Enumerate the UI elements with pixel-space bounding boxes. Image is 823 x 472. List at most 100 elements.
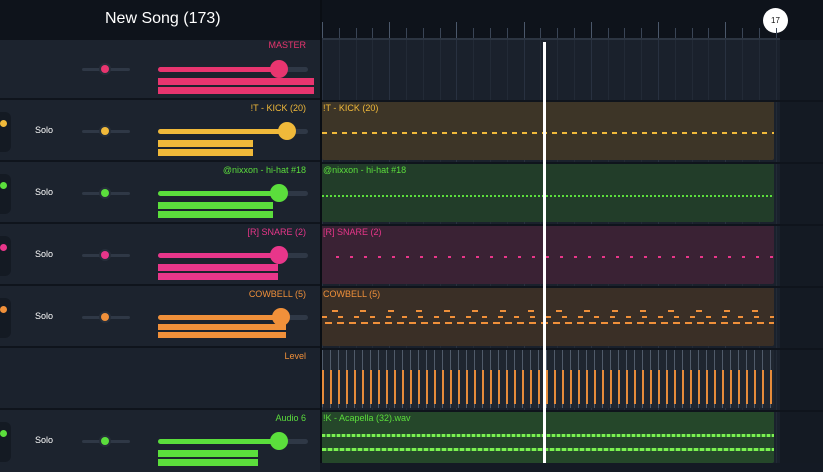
ruler-tick [624,28,626,38]
ruler-tick [389,22,391,38]
arrangement-timeline[interactable]: !T - KICK (20) @nixxon - hi-hat #18 [R] … [322,40,780,463]
volume-knob-snare[interactable] [270,246,288,264]
row-separator [322,410,823,412]
region-snare[interactable]: [R] SNARE (2) [322,224,774,284]
level-meter-kick [158,140,253,147]
cowbell-pattern-2 [322,316,774,318]
pan-knob-cowbell[interactable] [99,311,111,323]
region-label-hihat: @nixxon - hi-hat #18 [323,165,407,175]
region-audio-6[interactable]: !K - Acapella (32).wav [322,410,774,463]
track-name-audio-6: Audio 6 [275,413,306,423]
track-name-cowbell: COWBELL (5) [248,289,306,299]
solo-button-kick[interactable]: Solo [35,125,54,135]
track-handle[interactable] [0,298,11,338]
ruler-tick [523,22,525,38]
ruler-tick [641,28,643,38]
song-title[interactable]: New Song (173) [105,10,221,27]
ruler-tick [506,28,508,38]
region-label-kick: !T - KICK (20) [323,103,379,113]
level-automation-spikes [322,370,774,404]
audio-waveform-bottom [322,448,774,451]
region-label-audio-6: !K - Acapella (32).wav [323,413,411,423]
pan-knob-kick[interactable] [99,125,111,137]
track-handle[interactable] [0,236,11,276]
volume-knob-audio-6[interactable] [270,432,288,450]
region-level-automation[interactable] [322,348,774,408]
region-cowbell[interactable]: COWBELL (5) [322,286,774,346]
grid-line [775,40,777,463]
track-name-kick: !T - KICK (20) [250,103,306,113]
volume-knob-master[interactable] [270,60,288,78]
pan-dot [101,251,109,259]
ruler-tick [590,22,592,38]
region-label-snare: [R] SNARE (2) [323,227,382,237]
region-label-cowbell: COWBELL (5) [323,289,381,299]
row-separator [322,286,823,288]
mixer-panel: MASTER !T - KICK (20) Solo @nixxon - hi-… [0,40,321,472]
volume-fill [158,315,278,320]
pan-dot [101,313,109,321]
level-meter-kick-2 [158,149,253,156]
right-empty-area [780,40,823,463]
solo-button-snare[interactable]: Solo [35,249,54,259]
track-name-hihat: @nixxon - hi-hat #18 [222,165,306,175]
level-meter-hihat [158,202,273,209]
volume-slider-hihat[interactable] [158,191,308,196]
ruler-tick [540,28,542,38]
track-name-master: MASTER [268,40,306,50]
solo-button-hihat[interactable]: Solo [35,187,54,197]
level-meter-cowbell-2 [158,332,286,338]
playhead[interactable] [543,42,546,463]
pan-knob-audio-6[interactable] [99,435,111,447]
ruler-tick [422,28,424,38]
kick-pattern [322,132,774,134]
pan-knob-hihat[interactable] [99,187,111,199]
ruler-tick [742,28,743,38]
track-color-dot [0,306,7,313]
track-color-dot [0,182,7,189]
ruler-tick [372,28,374,38]
volume-knob-hihat[interactable] [270,184,288,202]
volume-fill [158,67,280,72]
volume-knob-kick[interactable] [278,122,296,140]
ruler-tick [758,28,760,38]
volume-fill [158,439,276,444]
pan-knob-master[interactable] [99,63,111,75]
volume-slider-audio-6[interactable] [158,439,308,444]
ruler-tick [439,28,441,38]
volume-slider-master[interactable] [158,67,308,72]
pan-dot [101,437,109,445]
track-handle[interactable] [0,422,11,462]
ruler-tick [674,28,676,38]
ruler-tick [322,22,323,38]
pan-knob-snare[interactable] [99,249,111,261]
region-kick[interactable]: !T - KICK (20) [322,100,774,160]
ruler-tick [355,28,357,38]
level-meter-snare [158,264,278,271]
level-meter-master [158,78,314,85]
track-master: MASTER [0,40,320,100]
ruler-tick [607,28,609,38]
track-hihat: @nixxon - hi-hat #18 Solo [0,162,320,224]
volume-slider-cowbell[interactable] [158,315,308,320]
volume-knob-cowbell[interactable] [272,308,290,326]
track-handle[interactable] [0,112,11,152]
ruler-tick [456,22,458,38]
ruler-tick [473,28,475,38]
level-meter-snare-2 [158,273,278,280]
track-color-dot [0,120,7,127]
track-handle[interactable] [0,174,11,214]
track-snare: [R] SNARE (2) Solo [0,224,320,286]
ruler-baseline [322,38,780,40]
ruler-tick [406,28,407,38]
volume-slider-kick[interactable] [158,129,308,134]
solo-button-cowbell[interactable]: Solo [35,311,54,321]
notification-badge[interactable]: 17 [763,8,788,33]
solo-button-audio-6[interactable]: Solo [35,435,54,445]
track-name-snare: [R] SNARE (2) [247,227,306,237]
top-bar: New Song (173) 17 [0,0,823,42]
volume-slider-snare[interactable] [158,253,308,258]
timeline-ruler[interactable] [322,0,780,40]
level-meter-hihat-2 [158,211,273,218]
region-hihat[interactable]: @nixxon - hi-hat #18 [322,162,774,222]
